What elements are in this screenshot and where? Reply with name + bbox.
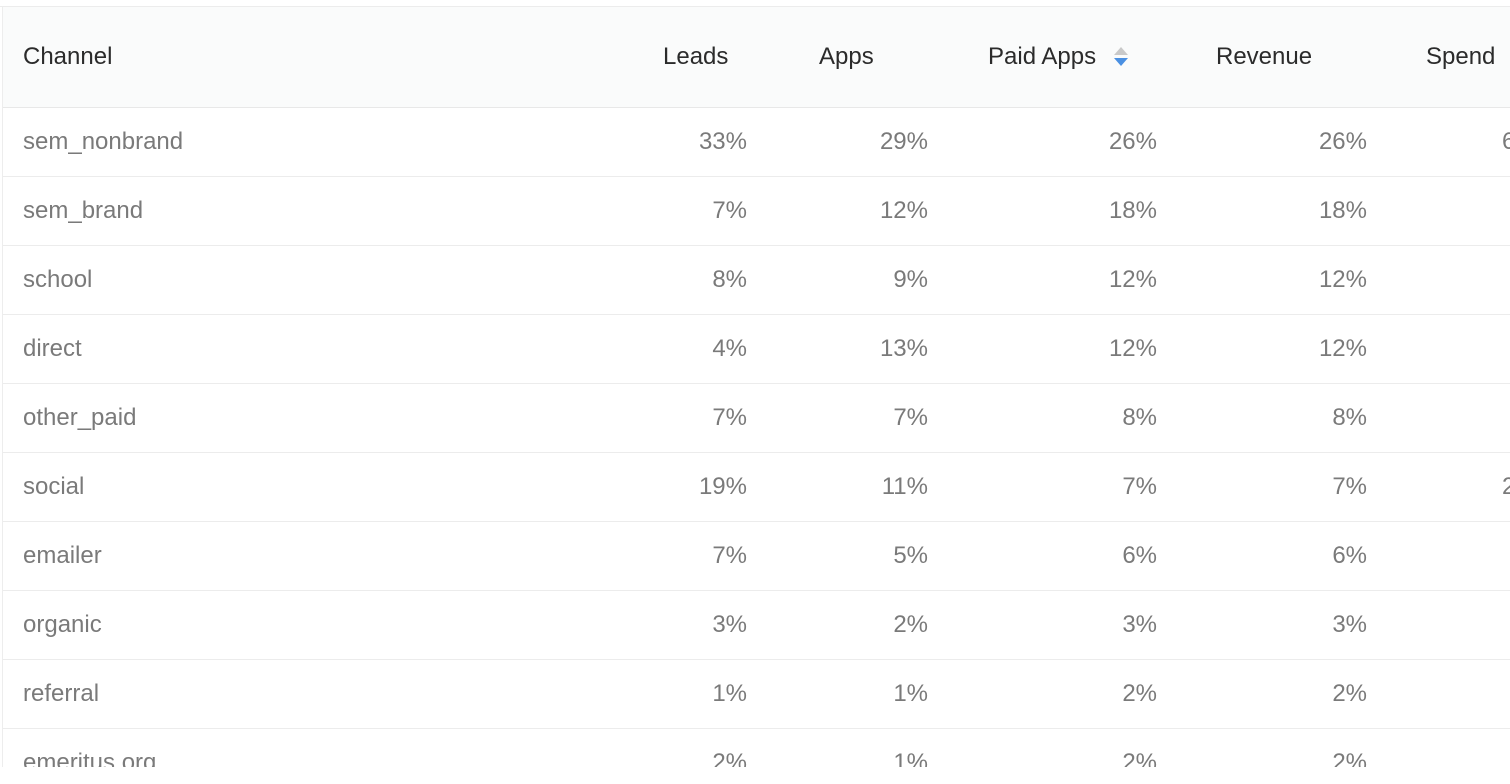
table-cell-channel: direct — [3, 314, 643, 384]
sort-descending-icon[interactable] — [1114, 47, 1129, 67]
table-body: sem_nonbrand33%29%26%26%65%-9%sem_brand7… — [3, 107, 1510, 767]
column-header-label: Leads — [663, 42, 729, 70]
table-cell-apps: 29% — [779, 107, 948, 177]
table-cell-channel: other_paid — [3, 383, 643, 453]
top-divider — [0, 0, 1510, 7]
table-cell-spend: 0% — [1387, 245, 1510, 315]
table-cell-revenue: 8% — [1177, 383, 1387, 453]
column-header-apps[interactable]: Apps — [779, 7, 948, 108]
column-header-label: Channel — [23, 42, 113, 70]
table-cell-paid-apps: 6% — [948, 521, 1177, 591]
table-cell-spend: 0% — [1387, 314, 1510, 384]
table-cell-apps: 2% — [779, 590, 948, 660]
table-cell-apps: 1% — [779, 659, 948, 729]
table-header-row: Channel Leads Apps Paid Apps — [3, 7, 1510, 108]
table-cell-apps: 7% — [779, 383, 948, 453]
column-header-label: Revenue — [1216, 42, 1313, 70]
column-header-spend[interactable]: Spend — [1387, 7, 1510, 108]
column-header-label: Paid Apps — [988, 42, 1097, 70]
table-cell-revenue: 2% — [1177, 659, 1387, 729]
sort-down-arrow-icon — [1114, 58, 1129, 67]
sort-up-arrow-icon — [1114, 47, 1129, 56]
column-header-label: Apps — [819, 42, 874, 70]
table-cell-spend: 3% — [1387, 383, 1510, 453]
table-cell-revenue: 12% — [1177, 314, 1387, 384]
table-cell-spend: 0% — [1387, 521, 1510, 591]
table-cell-paid-apps: 7% — [948, 452, 1177, 522]
table-cell-leads: 3% — [643, 590, 779, 660]
table-cell-channel: sem_brand — [3, 176, 643, 246]
table-cell-spend: 0% — [1387, 590, 1510, 660]
column-header-revenue[interactable]: Revenue — [1177, 7, 1387, 108]
table-cell-channel: sem_nonbrand — [3, 107, 643, 177]
table-cell-revenue: 7% — [1177, 452, 1387, 522]
table-cell-paid-apps: 26% — [948, 107, 1177, 177]
table-cell-channel: referral — [3, 659, 643, 729]
table-cell-paid-apps: 12% — [948, 245, 1177, 315]
table-cell-spend: 0% — [1387, 659, 1510, 729]
table-cell-leads: 7% — [643, 383, 779, 453]
column-header-channel[interactable]: Channel — [3, 7, 643, 108]
table-cell-revenue: 6% — [1177, 521, 1387, 591]
table-cell-apps: 5% — [779, 521, 948, 591]
table-cell-leads: 7% — [643, 176, 779, 246]
table-cell-leads: 1% — [643, 659, 779, 729]
table-cell-leads: 8% — [643, 245, 779, 315]
table-cell-leads: 33% — [643, 107, 779, 177]
table-cell-apps: 9% — [779, 245, 948, 315]
table-cell-revenue: 12% — [1177, 245, 1387, 315]
table-cell-spend: 0% — [1387, 728, 1510, 767]
table-cell-apps: 1% — [779, 728, 948, 767]
table-cell-apps: 11% — [779, 452, 948, 522]
table-cell-revenue: 3% — [1177, 590, 1387, 660]
table-cell-paid-apps: 8% — [948, 383, 1177, 453]
table-cell-channel: social — [3, 452, 643, 522]
table-cell-revenue: 26% — [1177, 107, 1387, 177]
column-header-label: Spend — [1426, 42, 1496, 70]
channel-table: Channel Leads Apps Paid Apps — [3, 7, 1510, 767]
column-header-paid-apps[interactable]: Paid Apps — [948, 7, 1177, 108]
channel-table-container[interactable]: Channel Leads Apps Paid Apps — [2, 7, 1510, 767]
table-cell-paid-apps: 12% — [948, 314, 1177, 384]
table-cell-leads: 7% — [643, 521, 779, 591]
column-header-leads[interactable]: Leads — [643, 7, 779, 108]
table-cell-channel: emeritus.org — [3, 728, 643, 767]
table-cell-paid-apps: 2% — [948, 659, 1177, 729]
table-cell-spend: 9% — [1387, 176, 1510, 246]
table-cell-paid-apps: 18% — [948, 176, 1177, 246]
table-cell-leads: 4% — [643, 314, 779, 384]
table-cell-channel: organic — [3, 590, 643, 660]
table-cell-revenue: 18% — [1177, 176, 1387, 246]
table-cell-revenue: 2% — [1177, 728, 1387, 767]
table-cell-channel: emailer — [3, 521, 643, 591]
table-cell-paid-apps: 2% — [948, 728, 1177, 767]
paid-apps-header-content: Paid Apps — [988, 42, 1129, 71]
table-cell-spend: 20% — [1387, 452, 1510, 522]
table-cell-leads: 19% — [643, 452, 779, 522]
table-cell-paid-apps: 3% — [948, 590, 1177, 660]
table-cell-leads: 2% — [643, 728, 779, 767]
table-cell-apps: 12% — [779, 176, 948, 246]
table-cell-spend: 65% — [1387, 107, 1510, 177]
table-cell-apps: 13% — [779, 314, 948, 384]
table-cell-channel: school — [3, 245, 643, 315]
